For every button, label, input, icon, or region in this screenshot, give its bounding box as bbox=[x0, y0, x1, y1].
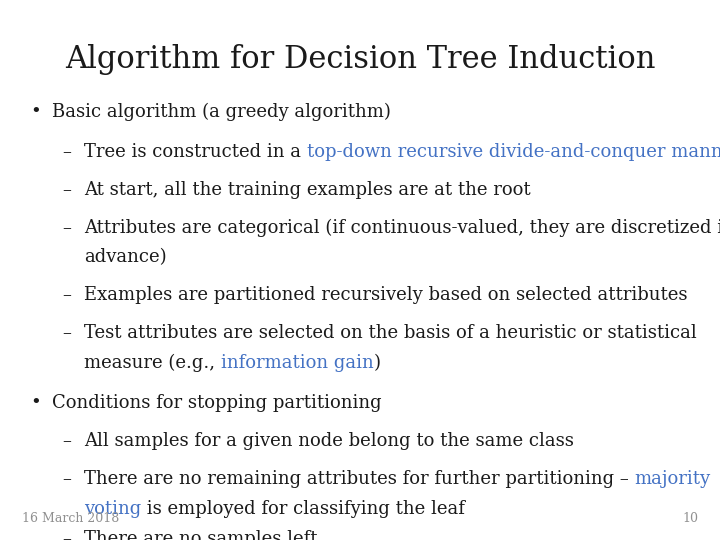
Text: •: • bbox=[30, 394, 41, 412]
Text: Attributes are categorical (if continuous-valued, they are discretized in: Attributes are categorical (if continuou… bbox=[84, 219, 720, 237]
Text: At start, all the training examples are at the root: At start, all the training examples are … bbox=[84, 181, 531, 199]
Text: 10: 10 bbox=[683, 512, 698, 525]
Text: –: – bbox=[62, 324, 71, 342]
Text: –: – bbox=[62, 143, 71, 161]
Text: –: – bbox=[62, 470, 71, 488]
Text: top-down recursive divide-and-conquer manner: top-down recursive divide-and-conquer ma… bbox=[307, 143, 720, 161]
Text: ): ) bbox=[374, 354, 381, 372]
Text: Tree is constructed in a: Tree is constructed in a bbox=[84, 143, 307, 161]
Text: –: – bbox=[62, 181, 71, 199]
Text: Conditions for stopping partitioning: Conditions for stopping partitioning bbox=[52, 394, 382, 412]
Text: There are no samples left: There are no samples left bbox=[84, 530, 318, 540]
Text: information gain: information gain bbox=[221, 354, 374, 372]
Text: 16 March 2018: 16 March 2018 bbox=[22, 512, 119, 525]
Text: •: • bbox=[30, 103, 41, 120]
Text: Algorithm for Decision Tree Induction: Algorithm for Decision Tree Induction bbox=[65, 44, 655, 75]
Text: Basic algorithm (a greedy algorithm): Basic algorithm (a greedy algorithm) bbox=[52, 103, 391, 121]
Text: measure (e.g.,: measure (e.g., bbox=[84, 354, 221, 372]
Text: majority: majority bbox=[635, 470, 711, 488]
Text: voting: voting bbox=[84, 500, 142, 517]
Text: –: – bbox=[62, 286, 71, 304]
Text: –: – bbox=[62, 530, 71, 540]
Text: advance): advance) bbox=[84, 248, 167, 266]
Text: Test attributes are selected on the basis of a heuristic or statistical: Test attributes are selected on the basi… bbox=[84, 324, 697, 342]
Text: is employed for classifying the leaf: is employed for classifying the leaf bbox=[142, 500, 465, 517]
Text: –: – bbox=[62, 432, 71, 450]
Text: –: – bbox=[62, 219, 71, 237]
Text: All samples for a given node belong to the same class: All samples for a given node belong to t… bbox=[84, 432, 574, 450]
Text: Examples are partitioned recursively based on selected attributes: Examples are partitioned recursively bas… bbox=[84, 286, 688, 304]
Text: There are no remaining attributes for further partitioning –: There are no remaining attributes for fu… bbox=[84, 470, 635, 488]
